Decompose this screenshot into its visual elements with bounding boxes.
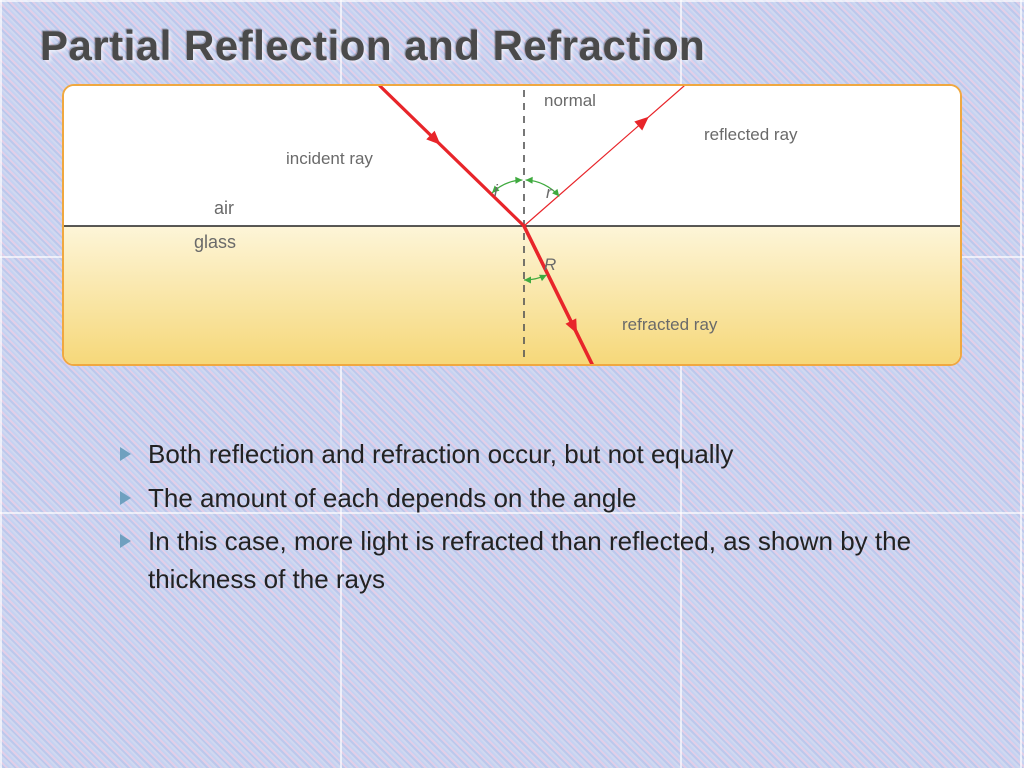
- svg-text:air: air: [214, 198, 234, 218]
- bullet-item: In this case, more light is refracted th…: [120, 523, 990, 598]
- bullet-list: Both reflection and refraction occur, bu…: [80, 436, 990, 605]
- bullet-item: Both reflection and refraction occur, bu…: [120, 436, 990, 474]
- svg-text:R: R: [544, 255, 556, 274]
- svg-text:refracted ray: refracted ray: [622, 315, 718, 334]
- bullet-item: The amount of each depends on the angle: [120, 480, 990, 518]
- ray-diagram-svg: normal air glass incident ray reflected ray r…: [64, 86, 960, 364]
- svg-text:incident ray: incident ray: [286, 149, 373, 168]
- svg-text:reflected ray: reflected ray: [704, 125, 798, 144]
- ray-diagram: normal air glass incident ray reflected ray r…: [62, 84, 962, 366]
- slide-title: Partial Reflection and Refraction: [40, 22, 705, 70]
- slide: Partial Reflection and Refraction normal…: [0, 0, 1024, 768]
- svg-text:normal: normal: [544, 91, 596, 110]
- svg-text:glass: glass: [194, 232, 236, 252]
